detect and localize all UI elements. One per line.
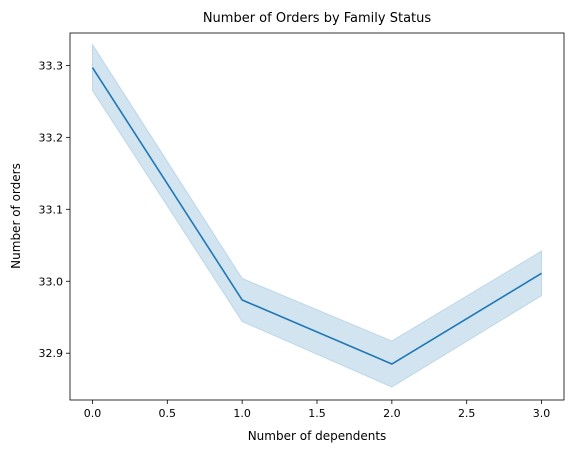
x-tick-label: 2.0 [383,407,401,420]
x-tick-label: 0.5 [159,407,177,420]
x-tick-label: 2.5 [458,407,476,420]
confidence-band [91,42,543,388]
x-tick-label: 1.0 [233,407,251,420]
y-tick-label: 33.2 [39,131,64,144]
series-line [91,67,542,365]
x-tick-label: 3.0 [533,407,551,420]
y-tick-label: 33.0 [39,275,64,288]
axes: 0.0 0.5 1.0 1.5 2.0 2.5 3.0 32.9 33.0 33.1 33.2 33.… [39,32,565,420]
y-tick-label: 33.1 [39,203,64,216]
y-tick-label: 33.3 [39,59,64,72]
x-tick-label: 0.0 [84,407,102,420]
y-tick-label: 32.9 [39,347,64,360]
chart-title: Number of Orders by Family Status [203,11,432,26]
x-axis-label: Number of dependents [248,429,387,443]
plot-area [91,42,543,388]
y-axis-label: Number of orders [9,163,23,269]
x-tick-label: 1.5 [308,407,326,420]
